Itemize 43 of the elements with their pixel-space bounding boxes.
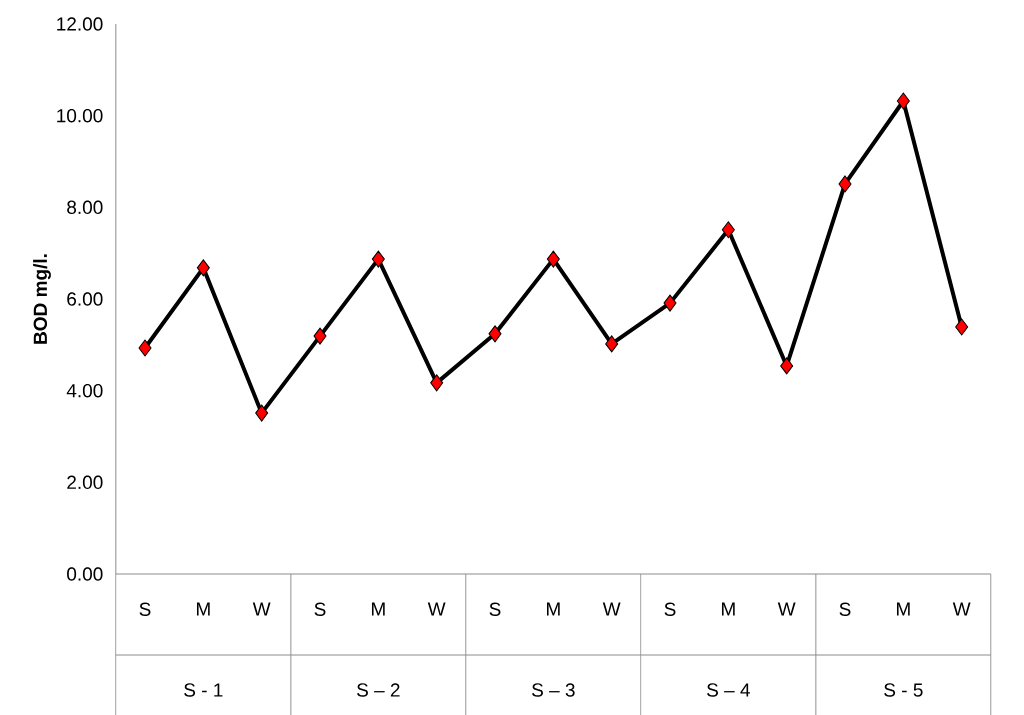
x-tick-label: M bbox=[896, 602, 910, 616]
x-tick-label: W bbox=[777, 602, 796, 616]
point bbox=[546, 250, 560, 268]
text: S – 2 bbox=[357, 683, 400, 697]
point bbox=[430, 374, 444, 392]
point bbox=[313, 327, 327, 345]
point bbox=[196, 259, 210, 277]
point bbox=[488, 325, 502, 343]
y-tick-label: 2.00 bbox=[67, 475, 103, 490]
text: S - 5 bbox=[884, 683, 923, 697]
x-tick-label: S bbox=[314, 602, 326, 616]
y-tick-label: 0.00 bbox=[67, 567, 103, 581]
point bbox=[138, 339, 152, 357]
y-tick-label: 8.00 bbox=[67, 200, 103, 215]
x-tick-label: M bbox=[546, 602, 560, 616]
x-tick-label: W bbox=[252, 602, 271, 616]
point bbox=[955, 318, 969, 336]
point bbox=[780, 357, 794, 375]
y-tick-label: 12.00 bbox=[57, 17, 103, 31]
x-tick-label: S bbox=[839, 602, 851, 616]
y-tick-label: 6.00 bbox=[67, 292, 103, 306]
point bbox=[721, 221, 735, 239]
y-tick-label: 10.00 bbox=[57, 108, 103, 123]
y-axis-title: BOD mg/l. bbox=[33, 254, 51, 344]
y-tick-label: 4.00 bbox=[66, 383, 103, 398]
x-tick-label: M bbox=[196, 602, 210, 616]
point bbox=[605, 335, 619, 353]
text: S – 4 bbox=[707, 683, 750, 697]
x-tick-label: S bbox=[664, 602, 676, 616]
x-tick-label: M bbox=[721, 602, 735, 616]
point bbox=[838, 175, 852, 193]
x-tick-label: W bbox=[952, 602, 971, 616]
x-tick-label: W bbox=[427, 602, 446, 616]
point bbox=[255, 404, 269, 422]
point bbox=[896, 92, 910, 110]
text: S – 3 bbox=[532, 683, 575, 697]
x-tick-label: M bbox=[371, 602, 385, 616]
point bbox=[663, 294, 677, 312]
x-tick-label: W bbox=[602, 602, 621, 616]
text: S - 1 bbox=[184, 683, 223, 697]
x-tick-label: S bbox=[489, 602, 501, 616]
x-tick-label: S bbox=[139, 602, 151, 616]
point bbox=[371, 250, 385, 268]
